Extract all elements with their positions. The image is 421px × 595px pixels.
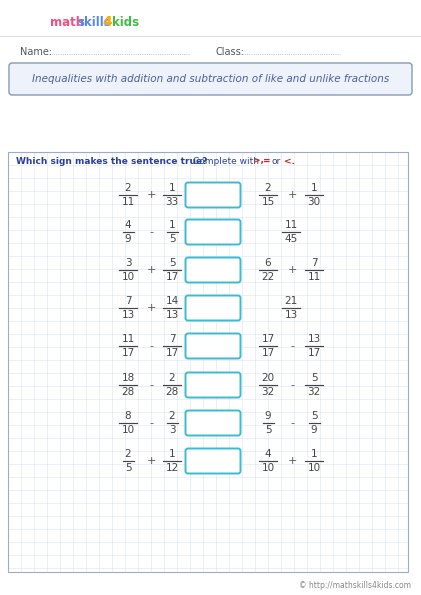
- Text: 1: 1: [169, 220, 175, 230]
- Text: 17: 17: [165, 272, 179, 282]
- Text: Name:: Name:: [20, 47, 52, 57]
- Text: 33: 33: [165, 197, 179, 207]
- Text: 11: 11: [307, 272, 321, 282]
- Text: 11: 11: [284, 220, 298, 230]
- Text: 2: 2: [169, 373, 175, 383]
- Text: -: -: [149, 380, 153, 390]
- Text: Which sign makes the sentence true?: Which sign makes the sentence true?: [16, 156, 208, 165]
- Text: Class:: Class:: [215, 47, 244, 57]
- Text: 28: 28: [165, 387, 179, 397]
- Text: 5: 5: [265, 425, 271, 435]
- Text: =: =: [263, 156, 271, 165]
- Text: +: +: [147, 303, 156, 313]
- FancyBboxPatch shape: [186, 296, 240, 321]
- Text: © http://mathskills4kids.com: © http://mathskills4kids.com: [299, 581, 411, 590]
- Text: 1: 1: [311, 449, 317, 459]
- Text: skills: skills: [77, 15, 111, 29]
- Text: 5: 5: [169, 258, 175, 268]
- Text: 8: 8: [125, 411, 131, 421]
- Text: 1: 1: [169, 449, 175, 459]
- Text: 22: 22: [261, 272, 274, 282]
- FancyBboxPatch shape: [186, 258, 240, 283]
- Text: 17: 17: [165, 348, 179, 358]
- Text: 5: 5: [169, 234, 175, 244]
- Text: 3: 3: [125, 258, 131, 268]
- Text: 4: 4: [125, 220, 131, 230]
- Text: +: +: [147, 190, 156, 200]
- Text: 13: 13: [284, 310, 298, 320]
- Text: 28: 28: [121, 387, 135, 397]
- Text: 18: 18: [121, 373, 135, 383]
- Text: 45: 45: [284, 234, 298, 244]
- Text: +: +: [147, 456, 156, 466]
- Text: 15: 15: [261, 197, 274, 207]
- Text: 7: 7: [125, 296, 131, 306]
- Text: 10: 10: [307, 463, 320, 473]
- Text: -: -: [149, 341, 153, 351]
- Text: 5: 5: [125, 463, 131, 473]
- Text: 9: 9: [125, 234, 131, 244]
- Text: 3: 3: [169, 425, 175, 435]
- Text: 7: 7: [169, 334, 175, 344]
- FancyBboxPatch shape: [186, 334, 240, 359]
- Text: 10: 10: [261, 463, 274, 473]
- Text: Inequalities with addition and subtraction of like and unlike fractions: Inequalities with addition and subtracti…: [32, 74, 389, 84]
- Text: 14: 14: [165, 296, 179, 306]
- Text: -: -: [149, 418, 153, 428]
- Text: 6: 6: [265, 258, 271, 268]
- Text: 12: 12: [165, 463, 179, 473]
- Text: 2: 2: [125, 183, 131, 193]
- Text: 7: 7: [311, 258, 317, 268]
- Text: 17: 17: [261, 334, 274, 344]
- Text: -: -: [290, 418, 294, 428]
- FancyBboxPatch shape: [186, 372, 240, 397]
- Text: math: math: [50, 15, 84, 29]
- Text: 32: 32: [261, 387, 274, 397]
- Text: -: -: [290, 380, 294, 390]
- Text: -: -: [149, 227, 153, 237]
- Text: 5: 5: [311, 373, 317, 383]
- Text: -: -: [290, 341, 294, 351]
- FancyBboxPatch shape: [9, 63, 412, 95]
- Text: 21: 21: [284, 296, 298, 306]
- Text: 17: 17: [261, 348, 274, 358]
- Text: 1: 1: [169, 183, 175, 193]
- Text: 17: 17: [121, 348, 135, 358]
- Text: 11: 11: [121, 334, 135, 344]
- Text: <.: <.: [284, 156, 295, 165]
- Text: 13: 13: [165, 310, 179, 320]
- FancyBboxPatch shape: [186, 449, 240, 474]
- FancyBboxPatch shape: [186, 220, 240, 245]
- Text: 2: 2: [169, 411, 175, 421]
- Text: 1: 1: [311, 183, 317, 193]
- Text: 4: 4: [265, 449, 271, 459]
- Text: 17: 17: [307, 348, 321, 358]
- Text: 4: 4: [102, 15, 112, 29]
- Text: 10: 10: [121, 272, 135, 282]
- Text: 10: 10: [121, 425, 135, 435]
- Text: 30: 30: [307, 197, 320, 207]
- Text: +: +: [147, 265, 156, 275]
- Text: 13: 13: [121, 310, 135, 320]
- Text: 11: 11: [121, 197, 135, 207]
- Text: 5: 5: [311, 411, 317, 421]
- Text: 32: 32: [307, 387, 321, 397]
- Text: 2: 2: [265, 183, 271, 193]
- Text: +: +: [287, 265, 297, 275]
- Text: 9: 9: [311, 425, 317, 435]
- Text: +: +: [287, 190, 297, 200]
- Text: 20: 20: [261, 373, 274, 383]
- Text: Complete with: Complete with: [193, 156, 259, 165]
- FancyBboxPatch shape: [186, 411, 240, 436]
- Text: kids: kids: [112, 15, 139, 29]
- Text: 2: 2: [125, 449, 131, 459]
- Text: +: +: [287, 456, 297, 466]
- FancyBboxPatch shape: [186, 183, 240, 208]
- Text: >,: >,: [253, 156, 264, 165]
- Text: or: or: [272, 156, 281, 165]
- Text: 9: 9: [265, 411, 271, 421]
- Text: 13: 13: [307, 334, 321, 344]
